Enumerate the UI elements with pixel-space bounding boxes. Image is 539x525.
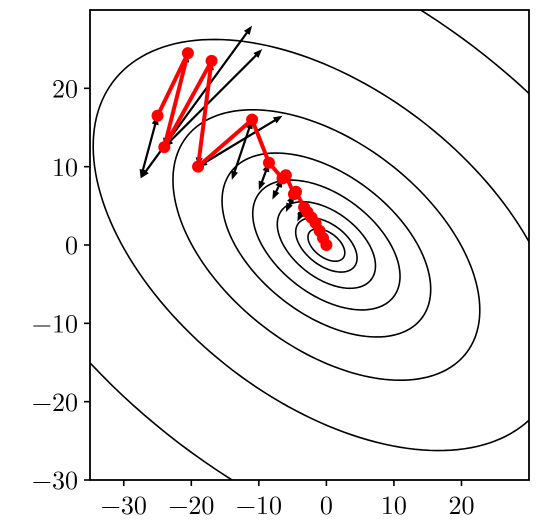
x-tick-label: −30: [101, 485, 147, 522]
x-tick-label: 0: [320, 485, 333, 522]
x-tick-label: 10: [381, 485, 407, 522]
descent-point: [320, 239, 332, 251]
y-tick-label: 10: [52, 147, 78, 184]
chart-container: −30 −20 −10 0 10 20 −30 −20 −10 0 10 20: [0, 0, 539, 525]
x-tick-label: −10: [236, 485, 282, 522]
descent-point: [263, 157, 275, 169]
descent-point: [206, 55, 218, 67]
y-tick-label: −20: [32, 382, 78, 419]
y-tick-label: −30: [32, 460, 78, 497]
descent-point: [290, 186, 302, 198]
y-tick-label: 20: [52, 68, 78, 105]
y-tick-label: 0: [65, 225, 78, 262]
descent-point: [280, 169, 292, 181]
x-tick-label: 20: [448, 485, 474, 522]
descent-point: [158, 141, 170, 153]
descent-point: [246, 114, 258, 126]
descent-point: [182, 47, 194, 59]
x-tick-label: −20: [168, 485, 214, 522]
descent-point: [192, 161, 204, 173]
plot-bg: [0, 0, 539, 525]
chart-svg: −30 −20 −10 0 10 20 −30 −20 −10 0 10 20: [0, 0, 539, 525]
descent-point: [152, 110, 164, 122]
y-tick-label: −10: [32, 303, 78, 340]
